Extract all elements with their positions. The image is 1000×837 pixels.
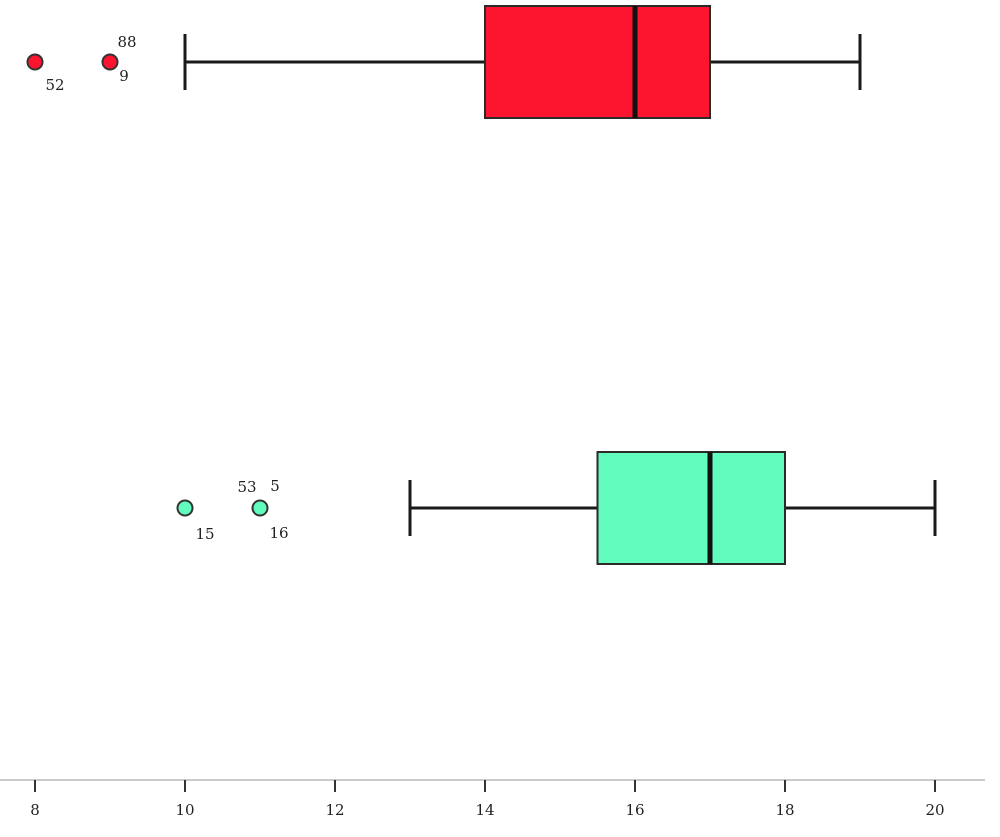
x-tick-label: 18 [775,801,794,819]
x-tick-label: 14 [475,801,494,819]
outlier-label: 5 [270,477,280,495]
outlier-label: 9 [119,67,129,85]
x-tick-label: 16 [625,801,644,819]
box-group-2: 15 53 5 16 [176,451,937,565]
outlier-point [251,499,269,517]
outlier-point [176,499,194,517]
outlier-point [26,53,44,71]
iqr-box [596,451,786,565]
boxes-layer: 52 88 9 15 53 5 16 [26,5,937,565]
outlier-label: 88 [117,33,136,51]
outlier-point [101,53,119,71]
outlier-label: 53 [237,478,256,496]
x-tick-label: 20 [925,801,944,819]
outlier-label: 15 [195,525,214,543]
box-group-1: 52 88 9 [26,5,862,119]
x-tick-label: 12 [325,801,344,819]
iqr-box [484,5,711,119]
x-axis: 8 10 12 14 16 18 20 [0,779,985,819]
x-tick-label: 8 [30,801,40,819]
outlier-label: 52 [45,76,64,94]
outlier-label: 16 [269,524,288,542]
x-tick-label: 10 [175,801,194,819]
